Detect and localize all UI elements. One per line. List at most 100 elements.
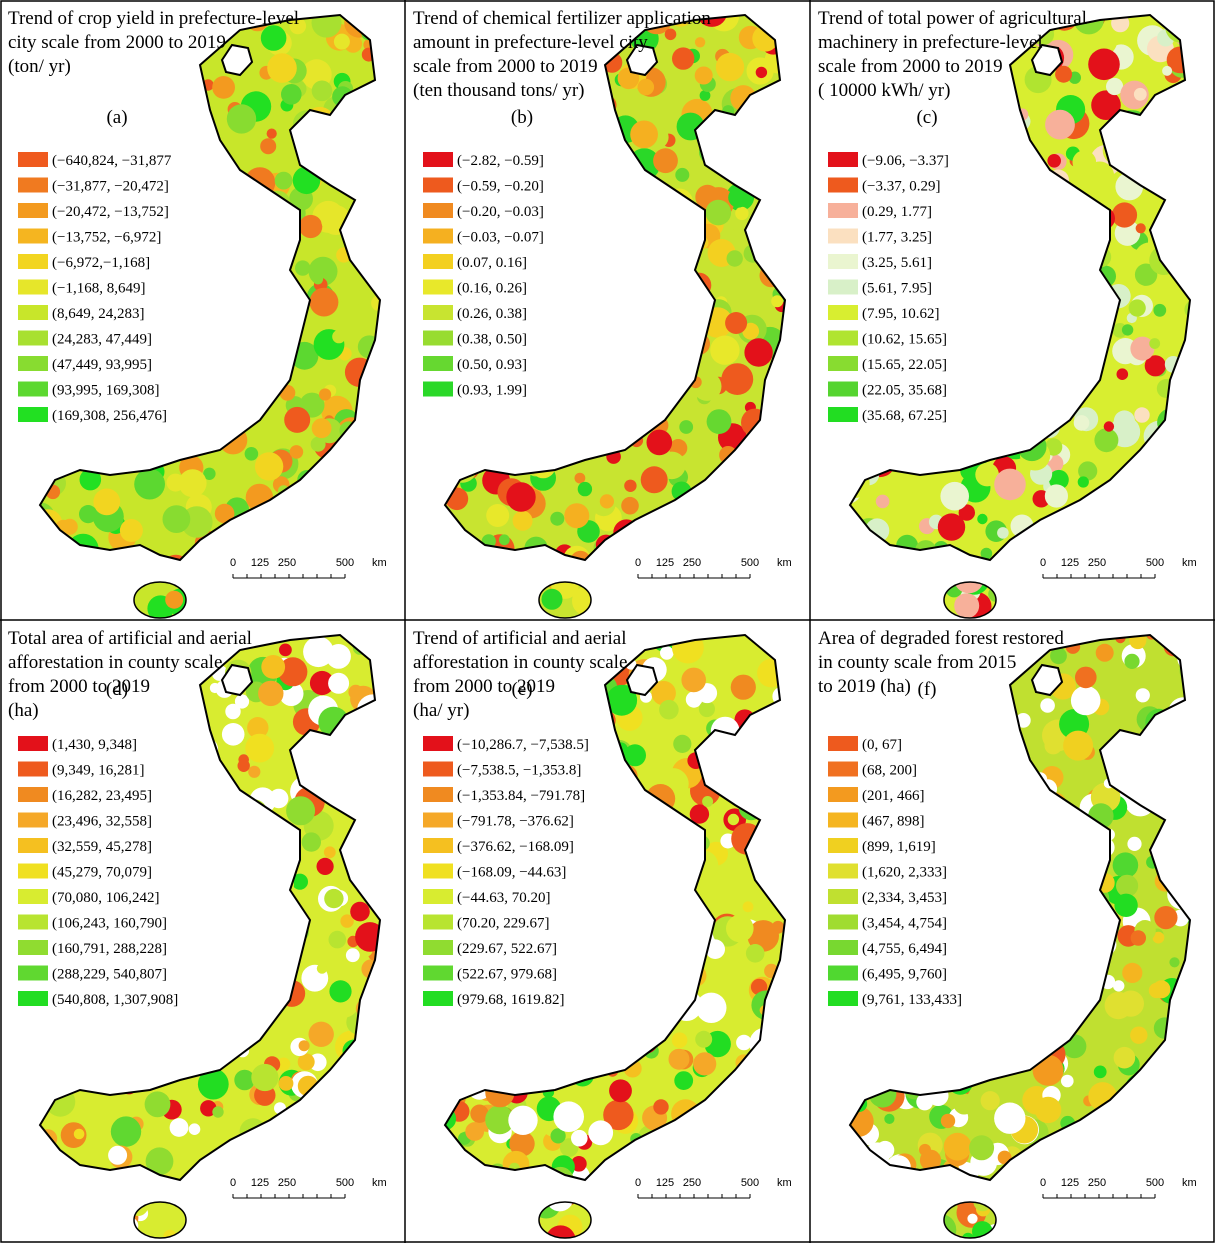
map-patch (994, 792, 1007, 805)
scale-label: 250 (683, 1177, 701, 1189)
map-patch (937, 688, 965, 716)
map-patch (474, 1220, 496, 1238)
map-patch (1091, 331, 1106, 346)
city-hole (220, 663, 254, 697)
map-patch (558, 1033, 587, 1062)
map-patch (222, 949, 241, 968)
map-patch (985, 263, 1002, 280)
map-patch (299, 214, 323, 239)
map-patch (728, 187, 749, 208)
map-patch (73, 703, 104, 734)
map-patch (1178, 600, 1190, 615)
map-patch (323, 1075, 351, 1103)
map-patch (210, 319, 227, 336)
panel: Total area of artificial and aerial affo… (8, 628, 387, 1239)
map-patch (1001, 807, 1024, 831)
map-patch (721, 363, 754, 395)
map-patch (1028, 597, 1045, 614)
map-patch (965, 352, 989, 376)
map-patch (40, 1219, 61, 1238)
map-patch (1102, 135, 1133, 166)
map-patch (926, 447, 943, 464)
map-patch (725, 229, 737, 240)
map-patch (340, 506, 359, 525)
map-patch (967, 1213, 978, 1224)
map-patch (1051, 807, 1076, 833)
map-patch (1025, 536, 1051, 561)
legend-label: (9,761, 133,433] (862, 992, 962, 1008)
map-patch (1012, 601, 1036, 618)
map-patch (314, 734, 339, 759)
map-patch (576, 110, 590, 124)
map-patch (212, 76, 236, 99)
map-patch (1165, 15, 1190, 43)
legend-swatch (18, 787, 48, 802)
legend-swatch (828, 356, 858, 371)
map-patch (638, 598, 669, 618)
panel-title: Trend of chemical fertilizer application (413, 8, 711, 29)
map-patch (603, 732, 616, 745)
map-patch (624, 310, 638, 323)
map-patch (1062, 216, 1078, 232)
map-patch (234, 1069, 255, 1091)
legend-label: (10.62, 15.65] (862, 332, 947, 348)
panel-label: (c) (916, 107, 937, 128)
map-patch (166, 125, 177, 136)
map-patch (211, 870, 224, 883)
map-patch (1007, 166, 1028, 187)
map-patch (647, 941, 667, 961)
map-patch (79, 596, 92, 610)
map-patch (244, 447, 259, 461)
map-patch (143, 747, 169, 773)
scale-label: km (372, 1177, 387, 1189)
legend-swatch (423, 914, 453, 930)
map-patch (1148, 982, 1164, 999)
map-patch (667, 273, 698, 304)
map-patch (40, 1061, 58, 1082)
map-patch (884, 1113, 895, 1124)
map-patch (755, 1047, 774, 1066)
legend-label: (70,080, 106,242] (52, 890, 160, 906)
map-patch (178, 469, 207, 498)
map-patch (333, 33, 350, 50)
map-patch (245, 349, 266, 369)
map-patch (776, 992, 785, 1009)
map-patch (1163, 821, 1178, 836)
map-patch (171, 378, 202, 408)
map-patch (561, 286, 578, 302)
map-patch (710, 578, 724, 592)
map-patch (166, 964, 178, 976)
map-patch (332, 329, 346, 344)
map-patch (609, 274, 627, 292)
map-patch (252, 946, 277, 971)
map-patch (63, 1069, 79, 1085)
map-patch (606, 684, 638, 716)
map-patch (260, 25, 287, 51)
map-patch (153, 556, 178, 580)
legend-swatch (18, 305, 48, 320)
map-patch (667, 867, 690, 890)
legend-swatch (828, 254, 858, 269)
map-patch (255, 203, 286, 234)
map-patch (861, 548, 876, 563)
legend-label: (45,279, 70,079] (52, 865, 152, 881)
map-patch (696, 992, 727, 1023)
map-patch (652, 379, 675, 402)
map-patch (253, 849, 277, 873)
map-patch (108, 1145, 128, 1165)
map-patch (579, 1027, 597, 1045)
legend-label: (−168.09, −44.63] (457, 865, 566, 881)
map-patch (281, 500, 307, 526)
legend-label: (−791.78, −376.62] (457, 814, 574, 830)
map-patch (40, 81, 45, 101)
map-patch (359, 490, 380, 515)
map-patch (229, 326, 255, 352)
map-patch (67, 561, 92, 587)
map-patch (277, 311, 302, 336)
map-patch (672, 966, 685, 979)
map-patch (97, 446, 115, 463)
map-patch (248, 765, 261, 778)
legend-label: (−20,472, −13,752] (52, 204, 169, 220)
map-patch (40, 1078, 55, 1097)
map-patch (869, 1186, 884, 1202)
